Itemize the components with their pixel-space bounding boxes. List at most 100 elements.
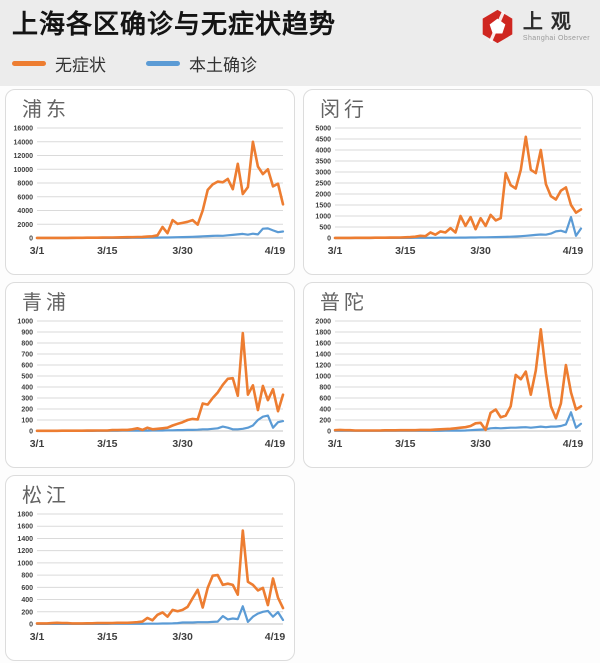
observer-logo-icon [482, 9, 513, 44]
y-axis-tick-label: 500 [319, 225, 331, 232]
y-axis-tick-label: 16000 [14, 126, 34, 133]
y-axis-tick-label: 4500 [315, 137, 331, 144]
y-axis-tick-label: 600 [319, 396, 331, 403]
y-axis-tick-label: 1500 [315, 203, 331, 210]
observer-logo-name: 上观 [522, 10, 579, 33]
y-axis-tick-label: 400 [319, 407, 331, 414]
district-chart-card: 浦东 0 2000 4000 6000 8000 10000 12000 14000 16000 3… [5, 89, 295, 275]
y-axis-tick-label: 400 [21, 597, 33, 604]
y-axis-tick-label: 4000 [315, 148, 331, 155]
page-title: 上海各区确诊与无症状趋势 [12, 9, 337, 39]
district-line-chart: 0 2000 4000 6000 8000 10000 12000 14000 16000 3/1… [14, 126, 286, 258]
y-axis-tick-label: 0 [29, 236, 33, 243]
y-axis-tick-label: 14000 [14, 139, 34, 146]
observer-logo: 上观 Shanghai Observer [479, 8, 590, 45]
chart-legend: 无症状 本土确诊 [12, 51, 590, 76]
x-axis-tick-label: 3/15 [97, 631, 118, 643]
x-axis-tick-label: 3/15 [97, 438, 118, 450]
y-axis-tick-label: 3500 [315, 159, 331, 166]
district-chart-card: 普陀 0 200 400 600 800 1000 1200 1400 1600 1800 2000 3… [303, 282, 593, 468]
x-axis-tick-label: 4/19 [563, 438, 584, 450]
y-axis-tick-label: 800 [21, 341, 33, 348]
x-axis-tick-label: 3/1 [328, 438, 343, 450]
district-title: 闵行 [320, 99, 368, 121]
observer-logo-text-block: 上观 Shanghai Observer [523, 12, 590, 42]
y-axis-tick-label: 0 [327, 429, 331, 436]
x-axis-tick-label: 3/15 [395, 245, 416, 257]
y-axis-tick-label: 1200 [17, 548, 33, 555]
y-axis-tick-label: 2000 [17, 222, 33, 229]
y-axis-tick-label: 4000 [17, 208, 33, 215]
y-axis-tick-label: 200 [21, 609, 33, 616]
y-axis-tick-label: 1400 [17, 536, 33, 543]
district-line-chart: 0 500 1000 1500 2000 2500 3000 3500 4000 4500 5000… [315, 126, 584, 258]
y-axis-tick-label: 1600 [17, 524, 33, 531]
y-axis-tick-label: 1200 [315, 363, 331, 370]
district-line-chart: 0 200 400 600 800 1000 1200 1400 1600 1800 2000 3/1… [315, 319, 584, 451]
x-axis-tick-label: 3/15 [395, 438, 416, 450]
district-title: 浦东 [22, 99, 70, 121]
y-axis-tick-label: 0 [29, 622, 33, 629]
y-axis-tick-label: 5000 [315, 126, 331, 133]
x-axis-tick-label: 3/1 [30, 245, 45, 257]
y-axis-tick-label: 1400 [315, 352, 331, 359]
legend-label-confirmed: 本土确诊 [189, 55, 257, 75]
y-axis-tick-label: 8000 [17, 181, 33, 188]
x-axis-tick-label: 3/30 [172, 631, 193, 643]
y-axis-tick-label: 2500 [315, 181, 331, 188]
y-axis-tick-label: 500 [21, 374, 33, 381]
y-axis-tick-label: 1000 [17, 319, 33, 326]
y-axis-tick-label: 700 [21, 352, 33, 359]
y-axis-tick-label: 200 [21, 407, 33, 414]
x-axis-tick-label: 4/19 [265, 245, 286, 257]
y-axis-tick-label: 900 [21, 330, 33, 337]
asymptomatic-line-swatch [12, 60, 46, 66]
y-axis-tick-label: 12000 [14, 153, 34, 160]
y-axis-tick-label: 2000 [315, 319, 331, 326]
confirmed-line [35, 605, 285, 626]
y-axis-tick-label: 600 [21, 363, 33, 370]
district-line-chart: 0 100 200 300 400 500 600 700 800 900 1000 3/1 3/15 3… [17, 319, 285, 451]
y-axis-tick-label: 0 [327, 236, 331, 243]
legend-label-asymptomatic: 无症状 [55, 55, 106, 75]
x-axis-tick-label: 3/30 [172, 245, 193, 257]
x-axis-tick-label: 4/19 [563, 245, 584, 257]
district-title: 普陀 [320, 292, 368, 314]
x-axis-tick-label: 3/30 [172, 438, 193, 450]
x-axis-tick-label: 3/1 [328, 245, 343, 257]
y-axis-tick-label: 300 [21, 396, 33, 403]
asymptomatic-line [35, 331, 285, 433]
y-axis-tick-label: 1800 [315, 330, 331, 337]
y-axis-tick-label: 1000 [315, 374, 331, 381]
x-axis-tick-label: 3/30 [470, 438, 491, 450]
district-title: 松江 [22, 485, 70, 507]
asymptomatic-line [35, 140, 285, 240]
y-axis-tick-label: 1000 [315, 214, 331, 221]
x-axis-tick-label: 4/19 [265, 631, 286, 643]
y-axis-tick-label: 1600 [315, 341, 331, 348]
district-chart-card: 青浦 0 100 200 300 400 500 600 700 800 900 1000 3/1 3/1… [5, 282, 295, 468]
y-axis-tick-label: 200 [319, 418, 331, 425]
y-axis-tick-label: 2000 [315, 192, 331, 199]
asymptomatic-line [333, 328, 583, 432]
legend-item-asymptomatic: 无症状 [12, 51, 106, 76]
y-axis-tick-label: 1000 [17, 560, 33, 567]
y-axis-tick-label: 10000 [14, 167, 34, 174]
y-axis-tick-label: 100 [21, 418, 33, 425]
y-axis-tick-label: 600 [21, 585, 33, 592]
y-axis-tick-label: 800 [21, 573, 33, 580]
y-axis-tick-label: 6000 [17, 194, 33, 201]
confirmed-line-swatch [146, 60, 180, 66]
x-axis-tick-label: 3/30 [470, 245, 491, 257]
x-axis-tick-label: 3/1 [30, 631, 45, 643]
y-axis-tick-label: 400 [21, 385, 33, 392]
page-header: 上海各区确诊与无症状趋势 上观 Shanghai Observer 无症状 本土… [0, 0, 600, 86]
district-title: 青浦 [22, 292, 70, 314]
asymptomatic-line [35, 529, 285, 625]
charts-grid: 浦东 0 2000 4000 6000 8000 10000 12000 14000 16000 3… [0, 86, 600, 661]
legend-item-confirmed: 本土确诊 [146, 51, 257, 76]
district-chart-card: 松江 0 200 400 600 800 1000 1200 1400 1600 1800 3/1 3/… [5, 475, 295, 661]
y-axis-tick-label: 3000 [315, 170, 331, 177]
district-line-chart: 0 200 400 600 800 1000 1200 1400 1600 1800 3/1 3/15… [17, 512, 286, 644]
y-axis-tick-label: 800 [319, 385, 331, 392]
